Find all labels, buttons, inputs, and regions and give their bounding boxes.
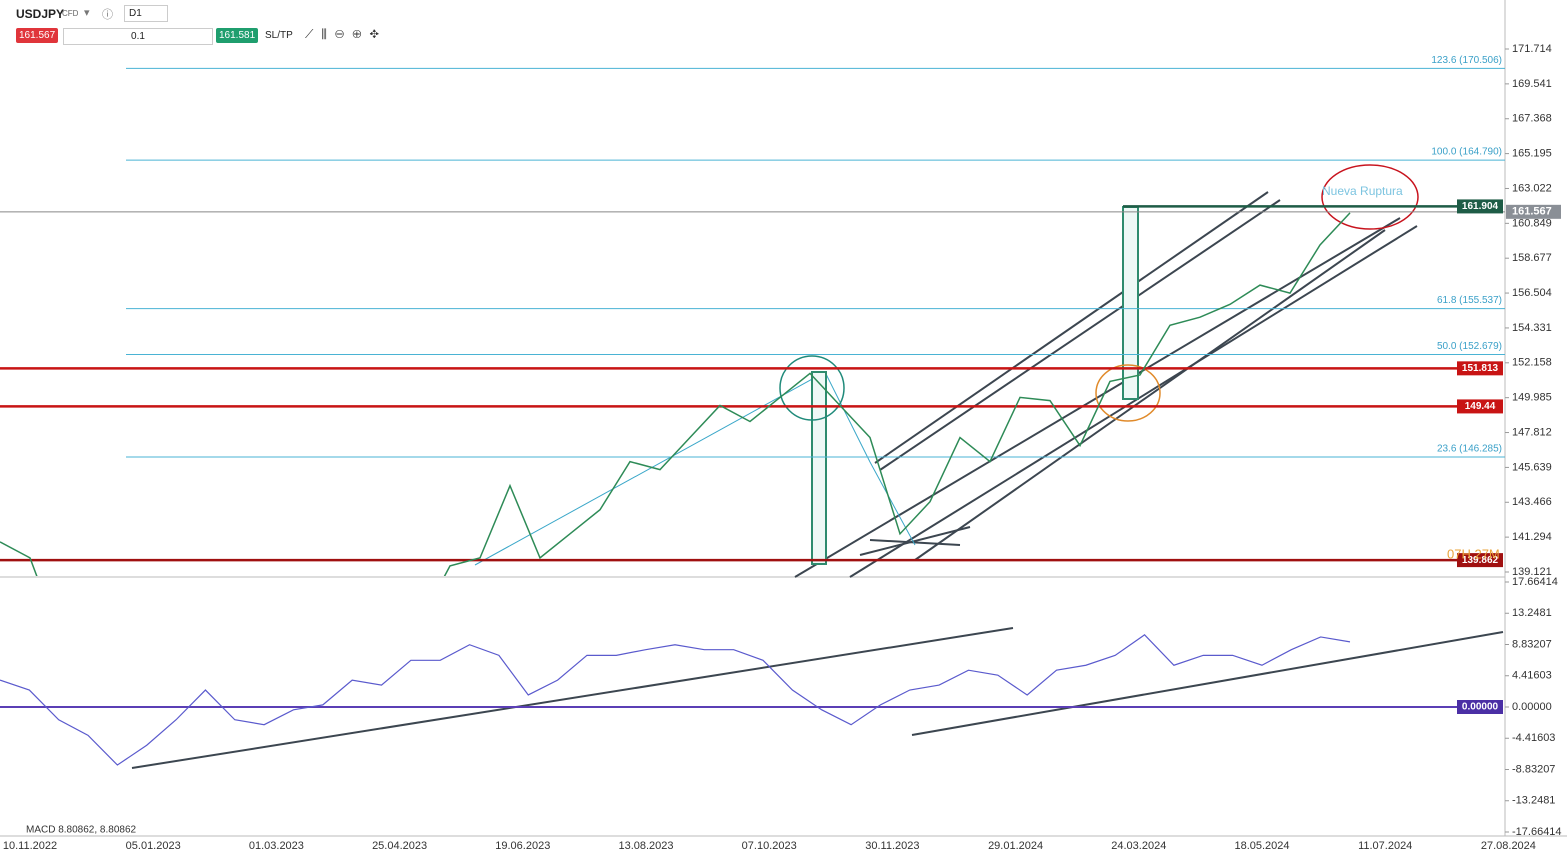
highlight-circle [779, 355, 845, 421]
current-price-label: 161.567 [1512, 206, 1552, 218]
y-tick-label: 4.41603 [1512, 670, 1552, 682]
y-tick-label: 154.331 [1512, 322, 1552, 334]
x-tick-label: 05.01.2023 [126, 840, 181, 852]
buy-button[interactable]: 161.581 [216, 28, 259, 43]
sell-button[interactable]: 161.567 [16, 28, 59, 43]
y-tick-label: 141.294 [1512, 531, 1552, 543]
y-tick-label: -13.2481 [1512, 795, 1555, 807]
range-box [1122, 206, 1139, 400]
price-pane [0, 212, 1351, 576]
x-tick-label: 18.05.2024 [1234, 840, 1289, 852]
symbol: USDJPY [16, 7, 65, 21]
x-tick-label: 27.08.2024 [1481, 840, 1536, 852]
x-tick-label: 11.07.2024 [1358, 840, 1412, 852]
y-tick-label: 147.812 [1512, 426, 1552, 438]
info-icon[interactable]: ⓘ [102, 9, 113, 21]
y-tick-label: 139.121 [1512, 566, 1552, 578]
y-tick-label: 143.466 [1512, 496, 1552, 508]
range-box [811, 371, 827, 565]
y-tick-label: 160.849 [1512, 217, 1552, 229]
sltp-button[interactable]: SL/TP [265, 30, 293, 41]
timer: 07H 27M [1447, 546, 1500, 561]
current-price-box [1506, 204, 1561, 219]
y-tick-label: 163.022 [1512, 182, 1552, 194]
x-tick-label: 10.11.2022 [3, 840, 57, 852]
y-tick-label: -4.41603 [1512, 732, 1555, 744]
x-tick-label: 07.10.2023 [742, 840, 797, 852]
y-tick-label: 13.2481 [1512, 607, 1552, 619]
x-tick-label: 01.03.2023 [249, 840, 304, 852]
level-box [1457, 399, 1503, 414]
x-tick-label: 25.04.2023 [372, 840, 427, 852]
y-tick-label: 171.714 [1512, 43, 1552, 55]
zero-label: 0.00000 [1462, 702, 1499, 713]
y-tick-label: 158.677 [1512, 252, 1552, 264]
level-label: 139.862 [1462, 555, 1499, 566]
macd-line [0, 634, 1351, 766]
x-tick-label: 13.08.2023 [618, 840, 673, 852]
y-tick-label: 167.368 [1512, 113, 1552, 125]
level-box [1457, 361, 1503, 376]
y-tick-label: 149.985 [1512, 392, 1552, 404]
y-tick-label: 145.639 [1512, 461, 1552, 473]
y-tick-label: 8.83207 [1512, 638, 1552, 650]
fib-label: 100.0 (164.790) [1431, 147, 1502, 158]
macd-pane [0, 634, 1351, 766]
dropdown-icon[interactable]: ▾ [84, 7, 90, 19]
annotation: Nueva Ruptura [1322, 184, 1403, 198]
y-tick-label: 152.158 [1512, 357, 1552, 369]
zero-box [1457, 700, 1503, 714]
y-tick-label: 0.00000 [1512, 701, 1552, 713]
highlight-circle [1095, 364, 1161, 422]
level-box [1457, 199, 1503, 214]
x-tick-label: 19.06.2023 [495, 840, 550, 852]
macd-legend: MACD 8.80862, 8.80862 [26, 825, 137, 836]
y-tick-label: -17.66414 [1512, 826, 1562, 838]
toolbar-icons[interactable]: ⟋⫼⊖⊕✥ [305, 27, 387, 41]
x-tick-label: 30.11.2023 [865, 840, 919, 852]
fib-label: 50.0 (152.679) [1437, 341, 1502, 352]
y-tick-label: 156.504 [1512, 287, 1552, 299]
fib-label: 23.6 (146.285) [1437, 444, 1502, 455]
trend-channel [131, 191, 1504, 769]
x-tick-label: 24.03.2024 [1111, 840, 1166, 852]
level-box [1457, 553, 1503, 568]
level-label: 149.44 [1465, 401, 1496, 412]
y-tick-label: -8.83207 [1512, 763, 1555, 775]
price-line [0, 212, 1351, 576]
y-tick-label: 169.541 [1512, 78, 1552, 90]
timeframe[interactable]: D1 [124, 5, 168, 22]
level-label: 151.813 [1462, 363, 1499, 374]
highlight-circle [1321, 164, 1419, 230]
fib-label: 61.8 (155.537) [1437, 295, 1502, 306]
lot-input[interactable]: 0.1 [63, 28, 213, 45]
y-tick-label: 165.195 [1512, 148, 1552, 160]
swing-lines [474, 371, 916, 566]
x-tick-label: 29.01.2024 [988, 840, 1043, 852]
fib-label: 123.6 (170.506) [1431, 55, 1502, 66]
level-label: 161.904 [1462, 201, 1499, 212]
y-tick-label: 17.66414 [1512, 576, 1558, 588]
symbol-tag: CFD [62, 9, 79, 18]
